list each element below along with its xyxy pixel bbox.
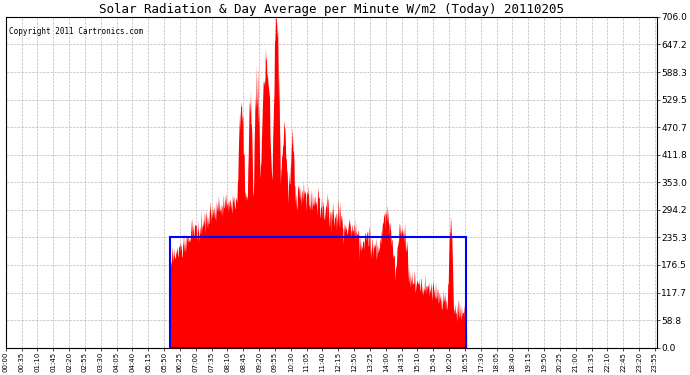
- Bar: [170, 237, 466, 348]
- Text: Copyright 2011 Cartronics.com: Copyright 2011 Cartronics.com: [9, 27, 143, 36]
- Title: Solar Radiation & Day Average per Minute W/m2 (Today) 20110205: Solar Radiation & Day Average per Minute…: [99, 3, 564, 16]
